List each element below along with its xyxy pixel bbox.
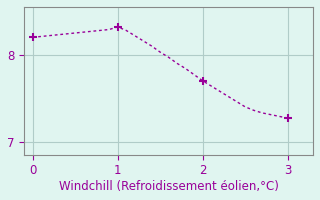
X-axis label: Windchill (Refroidissement éolien,°C): Windchill (Refroidissement éolien,°C) [59,180,278,193]
